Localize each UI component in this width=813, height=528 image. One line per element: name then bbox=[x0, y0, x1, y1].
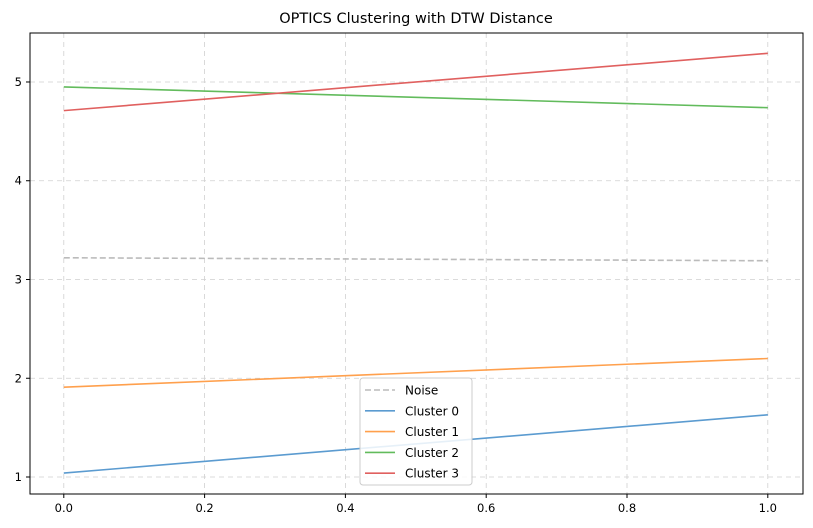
legend-label: Cluster 3 bbox=[405, 467, 459, 481]
legend-label: Noise bbox=[405, 384, 438, 398]
y-tick-label: 3 bbox=[15, 272, 22, 286]
x-tick-label: 0.2 bbox=[195, 501, 213, 515]
x-tick-label: 0.4 bbox=[336, 501, 354, 515]
series-line-cluster-3 bbox=[63, 52, 768, 112]
plot-frame bbox=[29, 32, 804, 495]
x-tick-label: 1.0 bbox=[759, 501, 777, 515]
x-tick-label: 0.8 bbox=[618, 501, 636, 515]
series-line-cluster-2 bbox=[63, 86, 768, 109]
series-line-cluster-1 bbox=[63, 357, 768, 388]
x-tick-label: 0.0 bbox=[55, 501, 73, 515]
legend-label: Cluster 1 bbox=[405, 425, 459, 439]
y-tick-label: 1 bbox=[15, 470, 22, 484]
legend-box bbox=[359, 377, 473, 486]
y-tick-label: 2 bbox=[15, 371, 22, 385]
legend-label: Cluster 2 bbox=[405, 446, 459, 460]
series-line-noise bbox=[63, 256, 768, 262]
legend-label: Cluster 0 bbox=[405, 404, 459, 418]
y-tick-label: 4 bbox=[15, 174, 22, 188]
y-tick-label: 5 bbox=[15, 75, 22, 89]
x-tick-label: 0.6 bbox=[477, 501, 495, 515]
legend: Noise Cluster 0 Cluster 1 Cluster 2 Cluster … bbox=[359, 377, 473, 486]
chart-title: OPTICS Clustering with DTW Distance bbox=[279, 11, 553, 27]
